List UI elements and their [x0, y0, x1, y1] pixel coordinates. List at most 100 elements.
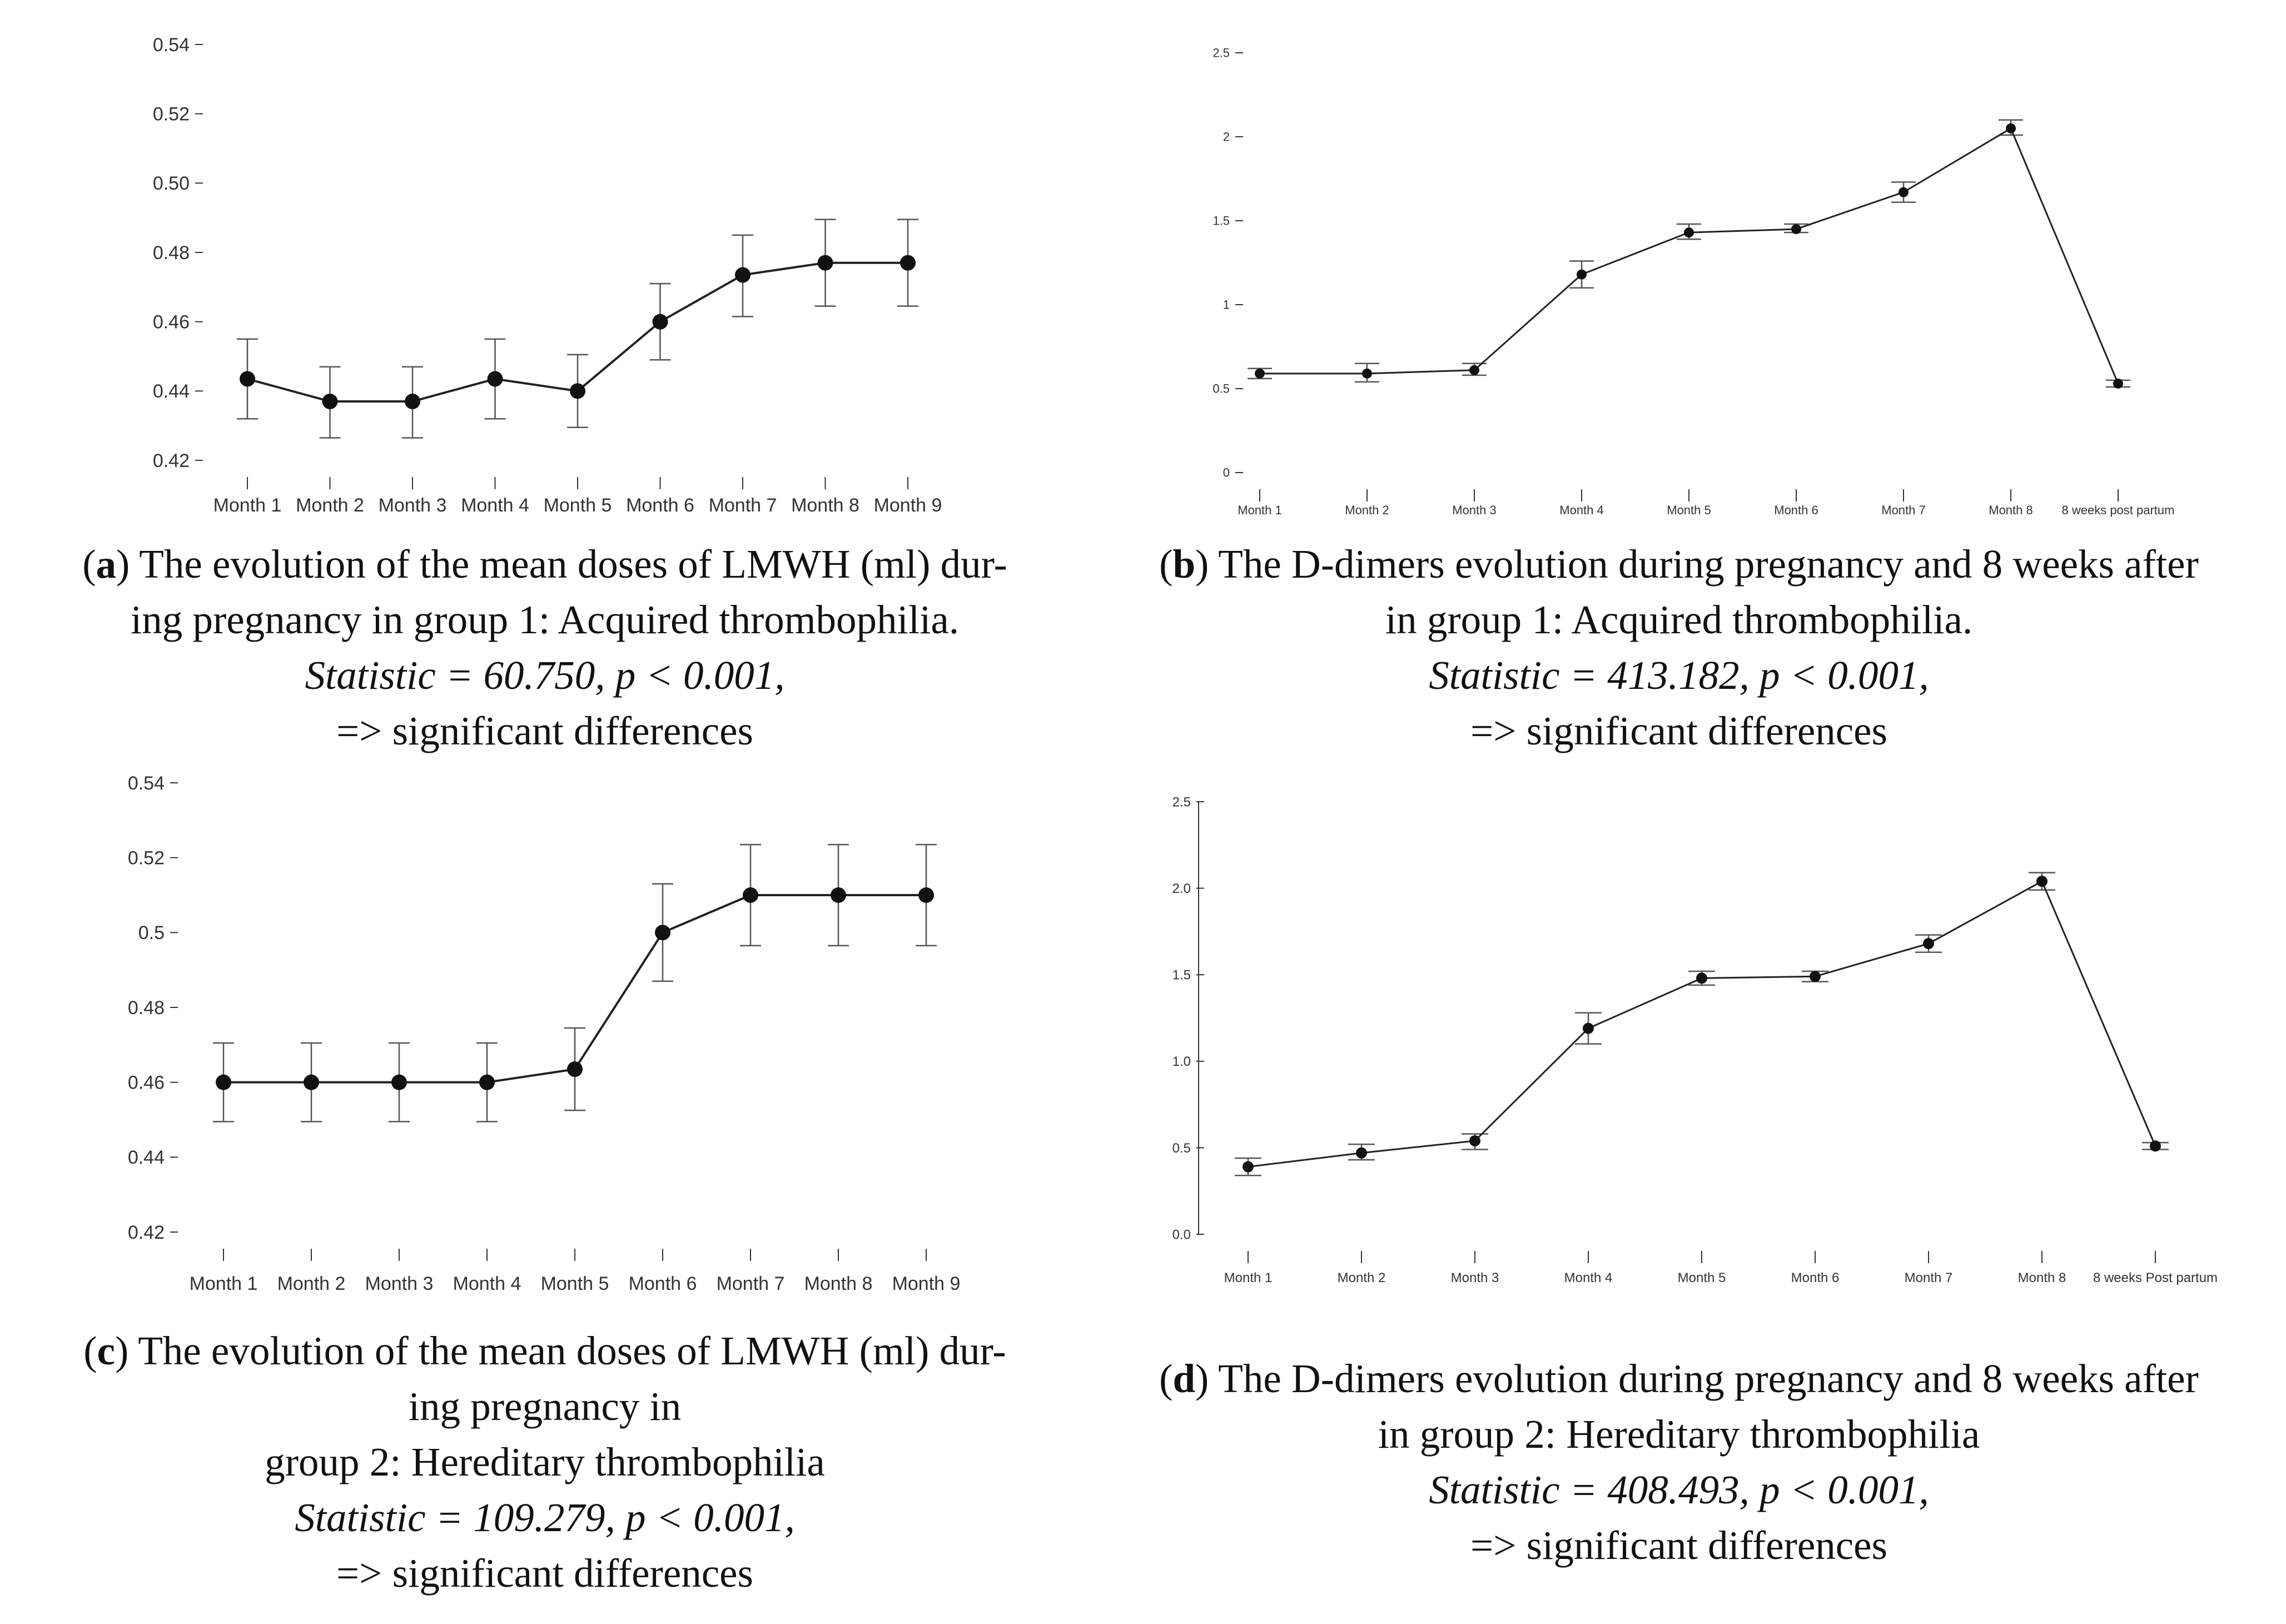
data-point-c-2 — [391, 1074, 407, 1090]
caption-d: (d) The D-dimers evolution during pregna… — [1073, 1351, 2285, 1573]
x-tick-label-c-1: Month 2 — [277, 1273, 346, 1294]
x-tick-label-a-5: Month 6 — [626, 495, 694, 516]
data-point-a-3 — [487, 371, 503, 387]
chart-panel-c: 0.42 0.44 0.46 0.48 0.5 0.52 0.54 Month 1 Month … — [0, 762, 1143, 1307]
x-tick-label-a-1: Month 2 — [296, 495, 364, 516]
y-tick-label-d-3: 1.5 — [1172, 968, 1191, 983]
caption-b: (b) The D-dimers evolution during pregna… — [1073, 537, 2285, 759]
caption-d-line2: in group 2: Hereditary thrombophilia — [1378, 1412, 1980, 1457]
y-tick-label-a-1: 0.44 — [153, 381, 190, 402]
x-tick-label-d-3: Month 4 — [1564, 1270, 1613, 1285]
y-tick-label-a-0: 0.42 — [153, 450, 190, 471]
x-tick-label-c-5: Month 6 — [629, 1273, 697, 1294]
data-point-c-1 — [304, 1074, 319, 1090]
caption-b-statistic: Statistic = 413.182, p < 0.001, — [1429, 653, 1929, 698]
y-tick-label-d-2: 1.0 — [1172, 1054, 1191, 1069]
y-tick-label-c-6: 0.54 — [128, 773, 165, 794]
y-tick-label-a-4: 0.50 — [153, 173, 190, 194]
data-point-d-5 — [1810, 971, 1821, 982]
caption-c-label: c — [97, 1328, 115, 1373]
x-tick-label-d-0: Month 1 — [1224, 1270, 1273, 1285]
chart-a: 0.42 0.44 0.46 0.48 0.50 0.52 0.54 Month 1 Month… — [153, 34, 942, 516]
data-point-d-6 — [1923, 938, 1934, 950]
data-point-a-5 — [652, 314, 668, 330]
x-tick-label-c-7: Month 8 — [804, 1273, 873, 1294]
x-tick-label-a-4: Month 5 — [544, 495, 612, 516]
data-point-c-5 — [655, 925, 670, 941]
y-tick-label-d-1: 0.5 — [1172, 1141, 1191, 1156]
data-point-b-6 — [1899, 187, 1909, 197]
y-tick-label-a-2: 0.46 — [153, 312, 190, 333]
data-point-a-6 — [735, 267, 751, 283]
x-tick-label-d-2: Month 3 — [1451, 1270, 1499, 1285]
x-tick-label-b-3: Month 4 — [1559, 503, 1604, 517]
y-tick-label-b-4: 2 — [1223, 130, 1230, 144]
x-tick-label-a-0: Month 1 — [213, 495, 282, 516]
y-tick-label-b-0: 0 — [1223, 466, 1230, 480]
data-point-c-6 — [743, 887, 758, 903]
x-tick-label-d-7: Month 8 — [2018, 1270, 2066, 1285]
y-tick-label-c-1: 0.44 — [128, 1147, 165, 1168]
data-point-d-1 — [1356, 1147, 1367, 1159]
caption-c: (c) The evolution of the mean doses of L… — [0, 1323, 1090, 1601]
y-tick-label-c-3: 0.48 — [128, 997, 165, 1019]
caption-c-text1: ) The evolution of the mean doses of LMW… — [115, 1328, 1006, 1373]
x-tick-label-c-6: Month 7 — [717, 1273, 785, 1294]
data-point-c-7 — [831, 887, 846, 903]
x-tick-label-b-5: Month 6 — [1774, 503, 1818, 517]
x-tick-label-a-8: Month 9 — [874, 495, 942, 516]
data-point-d-4 — [1696, 972, 1707, 984]
x-tick-label-d-5: Month 6 — [1791, 1270, 1840, 1285]
data-point-b-4 — [1684, 227, 1694, 238]
y-tick-label-b-3: 1.5 — [1212, 214, 1230, 228]
y-tick-label-a-5: 0.52 — [153, 104, 190, 125]
y-tick-label-a-6: 0.54 — [153, 34, 190, 56]
data-point-c-8 — [918, 887, 934, 903]
y-tick-label-b-5: 2.5 — [1212, 46, 1230, 60]
caption-c-line3: group 2: Hereditary thrombophilia — [265, 1439, 825, 1484]
y-tick-label-a-3: 0.48 — [153, 242, 190, 264]
data-point-b-1 — [1362, 368, 1372, 379]
data-point-d-3 — [1583, 1022, 1594, 1034]
y-tick-label-d-4: 2.0 — [1172, 881, 1191, 896]
y-tick-label-b-2: 1 — [1223, 298, 1230, 312]
data-point-a-1 — [322, 394, 338, 410]
x-tick-label-c-8: Month 9 — [892, 1273, 961, 1294]
y-tick-label-c-4: 0.5 — [138, 922, 165, 943]
chart-panel-b: 0 0.5 1 1.5 2 2.5 Month 1 Month 2 Month 3 Month 4… — [1143, 0, 2286, 534]
x-tick-label-d-6: Month 7 — [1905, 1270, 1953, 1285]
caption-b-text1: ) The D-dimers evolution during pregnanc… — [1195, 542, 2199, 587]
data-point-c-0 — [216, 1074, 231, 1090]
caption-b-line2: in group 1: Acquired thrombophilia. — [1385, 597, 1973, 642]
caption-b-line1: (b) The D-dimers evolution during pregna… — [1159, 542, 2199, 587]
data-point-a-0 — [240, 371, 255, 387]
data-point-a-7 — [817, 255, 833, 271]
y-tick-label-c-5: 0.52 — [128, 848, 165, 869]
data-point-d-8 — [2150, 1140, 2161, 1152]
caption-a-line2: ing pregnancy in group 1: Acquired throm… — [130, 597, 960, 642]
y-tick-label-c-0: 0.42 — [128, 1222, 165, 1243]
x-tick-label-d-8: 8 weeks Post partum — [2093, 1270, 2218, 1285]
series-line-d — [1248, 880, 2156, 1168]
x-tick-label-b-8: 8 weeks post partum — [2062, 503, 2175, 517]
caption-a-label: a — [96, 542, 117, 587]
chart-c: 0.42 0.44 0.46 0.48 0.5 0.52 0.54 Month 1 Month … — [128, 773, 961, 1294]
y-tick-label-b-1: 0.5 — [1212, 382, 1230, 396]
caption-d-text1: ) The D-dimers evolution during pregnanc… — [1195, 1356, 2199, 1401]
data-point-b-5 — [1791, 224, 1801, 235]
caption-d-line1: (d) The D-dimers evolution during pregna… — [1159, 1356, 2199, 1401]
data-point-a-4 — [570, 383, 585, 399]
x-tick-label-c-0: Month 1 — [190, 1273, 258, 1294]
caption-c-line1: (c) The evolution of the mean doses of L… — [83, 1328, 1006, 1373]
data-point-b-7 — [2006, 123, 2016, 133]
data-point-d-2 — [1469, 1135, 1480, 1146]
caption-d-conclusion: => significant differences — [1470, 1523, 1887, 1568]
caption-c-statistic: Statistic = 109.279, p < 0.001, — [295, 1495, 795, 1540]
y-tick-label-d-5: 2.5 — [1172, 794, 1191, 809]
x-tick-label-a-7: Month 8 — [791, 495, 859, 516]
x-tick-label-d-4: Month 5 — [1678, 1270, 1726, 1285]
chart-panel-d: 0.0 0.5 1.0 1.5 2.0 2.5 Month 1 Month 2 Month 3 M… — [1143, 778, 2286, 1312]
data-point-c-4 — [567, 1061, 583, 1077]
data-point-d-7 — [2036, 876, 2048, 887]
x-tick-label-c-2: Month 3 — [365, 1273, 434, 1294]
